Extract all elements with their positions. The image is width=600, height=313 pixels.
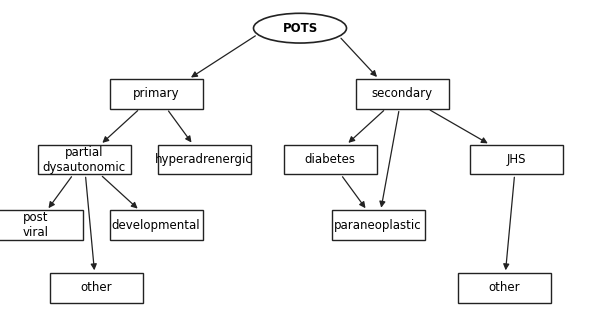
Text: primary: primary [133, 87, 179, 100]
FancyBboxPatch shape [331, 210, 425, 240]
FancyBboxPatch shape [110, 79, 203, 109]
Text: POTS: POTS [283, 22, 317, 35]
Ellipse shape [254, 13, 347, 43]
FancyBboxPatch shape [284, 145, 377, 175]
Text: paraneoplastic: paraneoplastic [334, 219, 422, 232]
Text: diabetes: diabetes [305, 153, 355, 166]
Text: post
viral: post viral [23, 211, 49, 239]
FancyBboxPatch shape [355, 79, 449, 109]
FancyBboxPatch shape [110, 210, 203, 240]
Text: partial
dysautonomic: partial dysautonomic [43, 146, 125, 174]
Text: secondary: secondary [371, 87, 433, 100]
Text: hyperadrenergic: hyperadrenergic [155, 153, 253, 166]
Text: developmental: developmental [112, 219, 200, 232]
FancyBboxPatch shape [38, 145, 131, 175]
FancyBboxPatch shape [49, 273, 143, 303]
Text: other: other [80, 281, 112, 295]
Text: other: other [488, 281, 520, 295]
FancyBboxPatch shape [0, 210, 83, 240]
FancyBboxPatch shape [470, 145, 563, 175]
FancyBboxPatch shape [157, 145, 251, 175]
Text: JHS: JHS [506, 153, 526, 166]
FancyBboxPatch shape [458, 273, 551, 303]
